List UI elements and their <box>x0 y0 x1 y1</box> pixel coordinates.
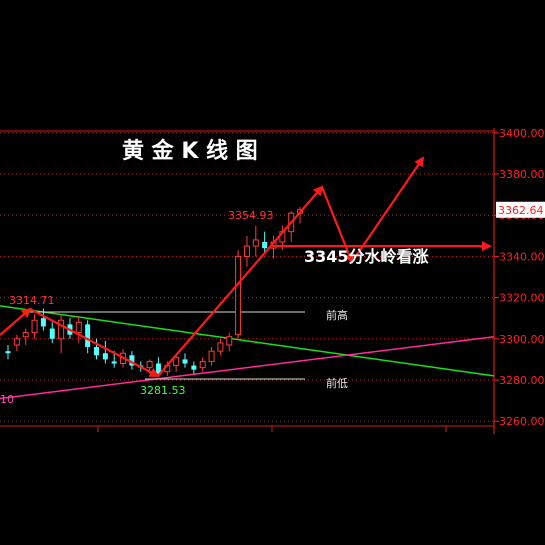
candle-body <box>235 255 242 336</box>
candle <box>199 357 206 372</box>
candle <box>208 347 215 366</box>
pink-trend-line <box>0 335 495 400</box>
green-trend-line <box>0 305 495 377</box>
candle-body <box>102 353 108 360</box>
candle-body <box>111 361 117 364</box>
candle <box>252 225 259 257</box>
candle-body <box>217 342 224 352</box>
low-price-label: 3281.53 <box>140 384 186 397</box>
arrow-up-to-peak <box>157 185 324 377</box>
current-price-label: 3362.64 <box>498 204 544 217</box>
candle-body <box>262 241 268 249</box>
y-tick-label: 3320.00 <box>499 292 545 305</box>
candle-body <box>208 350 215 362</box>
forecast-arrows <box>0 156 492 377</box>
candle-body <box>182 359 188 364</box>
prev-low-label: 前低 <box>326 376 348 390</box>
candle-body <box>49 328 55 339</box>
candle-body <box>243 245 250 257</box>
candle <box>75 316 82 343</box>
candle-body <box>129 355 135 366</box>
arrow-up-to-high <box>0 307 32 336</box>
y-tick-label: 3280.00 <box>499 374 545 387</box>
y-axis: 3400.003380.003360.003340.003320.003300.… <box>493 127 545 434</box>
candle <box>129 351 135 370</box>
candle <box>217 338 224 356</box>
candle <box>85 320 91 354</box>
candle-body <box>58 319 65 340</box>
candle <box>191 361 197 374</box>
candle <box>49 322 55 343</box>
candle-body <box>252 239 259 247</box>
candle-body <box>5 351 11 354</box>
candle <box>13 334 20 352</box>
candle <box>262 231 268 255</box>
candle-body <box>173 356 180 367</box>
candle-body <box>75 321 82 334</box>
arrow-rally <box>351 156 425 263</box>
y-tick-label: 3300.00 <box>499 333 545 346</box>
candle <box>58 314 65 354</box>
candle <box>94 338 99 360</box>
prev-high-label: 前高 <box>326 308 348 322</box>
y-tick-label: 3260.00 <box>499 415 545 428</box>
y-tick-label: 3340.00 <box>499 250 545 263</box>
arrow-down-to-low <box>29 308 160 377</box>
support-text: 3345分水岭看涨 <box>304 247 429 266</box>
candle <box>226 332 233 352</box>
candlesticks <box>5 206 304 377</box>
candle <box>5 344 11 360</box>
candle-body <box>85 324 91 348</box>
candle-body <box>40 318 46 327</box>
arrow-pullback <box>320 186 354 264</box>
peak-price-label: 3354.93 <box>228 209 274 222</box>
candle <box>288 211 295 242</box>
chart-title: 黄 金 K 线 图 <box>122 138 258 164</box>
candle-body <box>146 360 153 369</box>
candle-body <box>199 360 206 369</box>
y-tick-label: 3400.00 <box>499 127 545 140</box>
high-price-label: 3314.71 <box>9 294 55 307</box>
trend-lines <box>0 305 495 400</box>
candle-body <box>94 347 99 356</box>
candle <box>102 340 108 364</box>
left-cut-label: 10 <box>0 393 14 406</box>
candle <box>31 314 38 339</box>
y-tick-label: 3380.00 <box>499 168 545 181</box>
candle <box>243 235 250 267</box>
candle-body <box>13 338 20 346</box>
grid-lines <box>0 130 494 432</box>
current-price-box <box>496 201 545 218</box>
annotation-labels: 黄 金 K 线 图 3314.71 3281.53 3354.93 3345分水… <box>0 138 429 406</box>
candle-body <box>31 319 38 334</box>
candle-body <box>226 336 233 346</box>
candle-body <box>22 332 29 338</box>
candle <box>40 308 46 331</box>
candle <box>182 353 188 368</box>
candle <box>235 250 242 339</box>
candle <box>22 328 29 345</box>
candle-body <box>191 365 197 370</box>
